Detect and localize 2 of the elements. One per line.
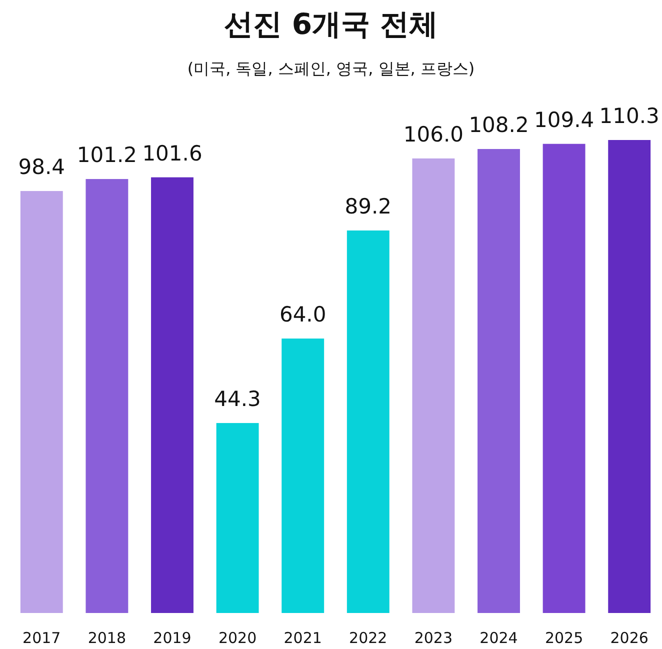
subtitle: (미국, 독일, 스페인, 영국, 일본, 프랑스) — [187, 59, 475, 78]
title: 선진 6개국 전체 — [224, 7, 438, 41]
